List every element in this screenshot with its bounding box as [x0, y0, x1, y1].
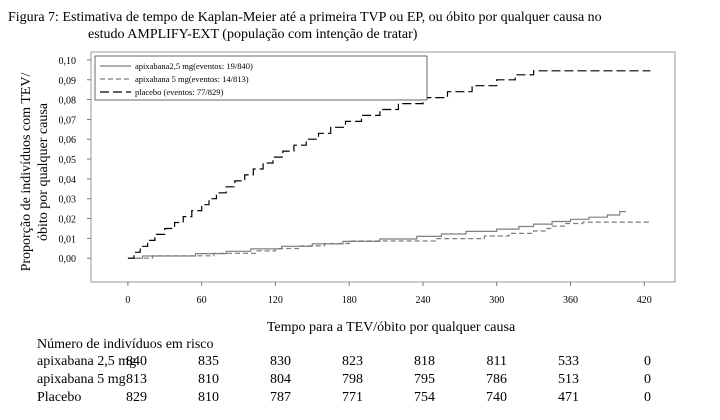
- y-tick-label: 0,08: [59, 96, 77, 107]
- risk-value: 740: [486, 390, 507, 405]
- risk-value: 811: [486, 354, 507, 369]
- risk-value: 840: [126, 354, 147, 369]
- y-tick-label: 0,05: [59, 155, 77, 166]
- x-tick-label: 0: [125, 295, 130, 306]
- risk-value: 771: [342, 390, 363, 405]
- legend-label-0: apixabana2,5 mg(eventos: 19/840): [135, 61, 253, 71]
- risk-value: 798: [342, 372, 363, 387]
- risk-value: 818: [414, 354, 435, 369]
- y-tick-label: 0,10: [59, 56, 77, 67]
- legend-box: [94, 55, 428, 101]
- risk-value: 823: [342, 354, 363, 369]
- risk-value: 787: [270, 390, 291, 405]
- risk-value: 786: [486, 372, 507, 387]
- risk-value: 810: [198, 372, 219, 387]
- y-tick-label: 0,09: [59, 76, 77, 87]
- y-tick-label: 0,01: [59, 234, 77, 245]
- x-axis-title: Tempo para a TEV/óbito por qualquer caus…: [267, 320, 516, 335]
- risk-table-title: Número de indivíduos em risco: [37, 337, 214, 352]
- y-tick-label: 0,02: [59, 215, 77, 226]
- risk-value: 813: [126, 372, 147, 387]
- x-tick-label: 300: [489, 295, 504, 306]
- risk-value: 830: [270, 354, 291, 369]
- x-tick-label: 360: [563, 295, 578, 306]
- x-tick-label: 120: [268, 295, 283, 306]
- risk-value: 513: [558, 372, 579, 387]
- y-axis-title-line-1: Proporção de indivíduos com TEV/: [19, 72, 34, 271]
- risk-value: 754: [414, 390, 435, 405]
- series-line-0: [127, 211, 626, 259]
- risk-value: 829: [126, 390, 147, 405]
- x-tick-label: 180: [342, 295, 357, 306]
- risk-value: 0: [644, 354, 651, 369]
- risk-value: 0: [644, 390, 651, 405]
- y-tick-label: 0,03: [59, 195, 77, 206]
- risk-value: 795: [414, 372, 435, 387]
- y-tick-label: 0,07: [59, 115, 77, 126]
- risk-value: 810: [198, 390, 219, 405]
- risk-value: 835: [198, 354, 219, 369]
- risk-row-label: Placebo: [37, 390, 82, 405]
- risk-row-label: apixabana 5 mg: [37, 372, 126, 387]
- risk-value: 0: [644, 372, 651, 387]
- legend-label-1: apixabana 5 mg(eventos: 14/813): [135, 74, 249, 84]
- risk-row-label: apixabana 2,5 mg: [37, 354, 137, 369]
- y-tick-label: 0,06: [59, 135, 77, 146]
- legend-label-2: placebo (eventos: 77/829): [135, 87, 223, 97]
- caption-line-1: Figura 7: Estimativa de tempo de Kaplan-…: [8, 10, 602, 25]
- risk-value: 471: [558, 390, 579, 405]
- y-axis-title-line-2: óbito por qualquer causa: [36, 102, 51, 241]
- x-tick-label: 420: [637, 295, 652, 306]
- figure-caption: Figura 7: Estimativa de tempo de Kaplan-…: [8, 9, 708, 43]
- plot-frame: [90, 51, 676, 283]
- series-line-1: [127, 221, 651, 259]
- y-tick-label: 0,00: [59, 254, 77, 265]
- x-tick-label: 240: [415, 295, 430, 306]
- risk-value: 533: [558, 354, 579, 369]
- risk-value: 804: [270, 372, 291, 387]
- x-tick-label: 60: [197, 295, 207, 306]
- y-tick-label: 0,04: [59, 175, 77, 186]
- caption-line-2: estudo AMPLIFY-EXT (população com intenç…: [88, 27, 418, 42]
